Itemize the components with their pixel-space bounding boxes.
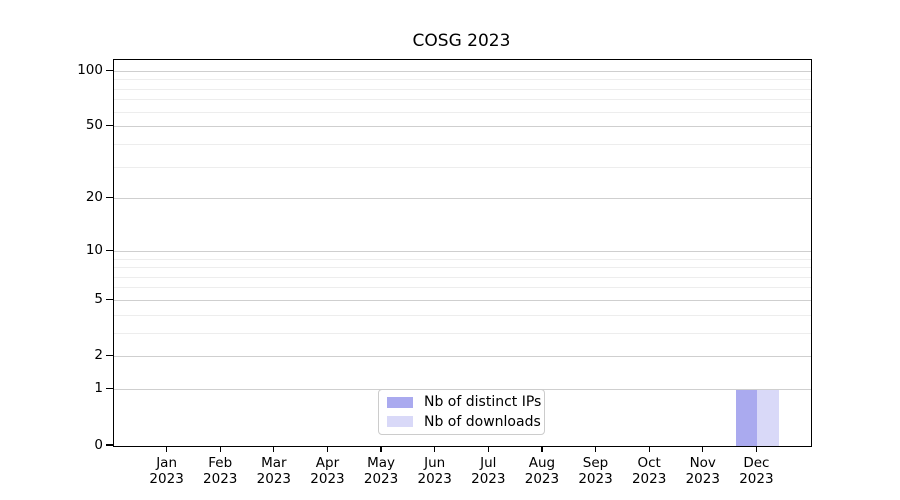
y-tick-5: [106, 298, 113, 301]
x-tick-label-apr: Apr 2023: [295, 455, 359, 487]
gridline-minor-y4: [114, 314, 811, 316]
legend: Nb of distinct IPs Nb of downloads: [378, 389, 545, 435]
x-tick-label-aug: Aug 2023: [510, 455, 574, 487]
x-tick-dec: [755, 446, 758, 453]
x-tick-month-oct: Oct: [637, 455, 661, 471]
x-tick-month-may: May: [367, 455, 396, 471]
x-tick-year-feb: 2023: [203, 470, 238, 487]
legend-item-downloads: Nb of downloads: [387, 413, 544, 431]
gridline-minor-y7: [114, 276, 811, 278]
x-tick-may: [380, 446, 382, 453]
x-tick-label-jan: Jan 2023: [135, 455, 199, 487]
gridline-major-y10: [114, 250, 811, 252]
gridline-minor-y70: [114, 99, 811, 101]
legend-item-distinct-ips: Nb of distinct IPs: [387, 393, 544, 411]
x-tick-year-jul: 2023: [471, 470, 506, 487]
x-tick-month-jan: Jan: [156, 455, 178, 471]
x-tick-oct: [648, 446, 650, 453]
x-tick-aug: [541, 446, 543, 453]
x-tick-jun: [434, 446, 436, 453]
gridline-minor-y6: [114, 287, 811, 289]
gridline-minor-y8: [114, 267, 811, 269]
x-tick-label-mar: Mar 2023: [242, 455, 306, 487]
gridline-minor-y40: [114, 143, 811, 145]
x-tick-label-may: May 2023: [349, 455, 413, 487]
x-tick-mar: [273, 446, 275, 453]
y-tick-100: [106, 69, 113, 71]
x-tick-label-feb: Feb 2023: [188, 455, 252, 487]
bar-distinct-ips-dec: [735, 389, 758, 446]
x-tick-label-jul: Jul 2023: [456, 455, 520, 487]
x-tick-month-feb: Feb: [208, 455, 233, 471]
gridline-major-y50: [114, 126, 811, 128]
gridline-minor-y60: [114, 111, 811, 113]
x-tick-apr: [326, 446, 329, 453]
bar-downloads-dec: [757, 389, 779, 446]
x-tick-label-nov: Nov 2023: [671, 455, 735, 487]
x-tick-jan: [165, 446, 168, 453]
y-tick-label-2: 2: [94, 347, 103, 364]
x-tick-label-oct: Oct 2023: [617, 455, 681, 487]
x-tick-label-jun: Jun 2023: [403, 455, 467, 487]
y-tick-label-20: 20: [85, 189, 103, 206]
y-tick-label-1: 1: [94, 380, 103, 397]
y-tick-label-100: 100: [77, 61, 103, 78]
x-tick-year-oct: 2023: [631, 470, 667, 487]
x-tick-year-jan: 2023: [149, 470, 184, 487]
gridline-major-y2: [114, 356, 811, 358]
y-tick-50: [106, 125, 113, 127]
gridline-minor-y3: [114, 332, 811, 334]
chart-title: COSG 2023: [412, 31, 511, 51]
y-tick-2: [106, 355, 113, 357]
gridline-minor-y80: [114, 88, 811, 90]
gridline-minor-y30: [114, 166, 811, 168]
x-tick-month-mar: Mar: [261, 455, 287, 471]
y-tick-20: [106, 197, 113, 199]
x-tick-year-mar: 2023: [256, 470, 292, 487]
x-tick-year-nov: 2023: [685, 470, 720, 487]
x-tick-month-sep: Sep: [582, 455, 609, 471]
x-tick-jul: [487, 446, 489, 453]
distinct-ips-swatch: [387, 396, 413, 408]
gridline-minor-y90: [114, 79, 811, 81]
x-tick-year-dec: 2023: [739, 470, 774, 487]
legend-label-downloads: Nb of downloads: [424, 413, 541, 430]
y-tick-10: [106, 249, 113, 251]
x-tick-year-sep: 2023: [578, 470, 613, 487]
x-tick-year-aug: 2023: [524, 470, 560, 487]
x-tick-label-sep: Sep 2023: [564, 455, 628, 487]
y-tick-label-50: 50: [85, 117, 103, 134]
x-tick-feb: [219, 446, 221, 453]
plot-area: [113, 59, 812, 447]
downloads-swatch: [387, 416, 413, 428]
x-tick-sep: [594, 446, 597, 453]
x-tick-year-jun: 2023: [417, 470, 452, 487]
y-tick-0: [106, 444, 113, 446]
legend-label-distinct-ips: Nb of distinct IPs: [424, 394, 542, 411]
gridline-major-y20: [114, 198, 811, 200]
x-tick-year-apr: 2023: [310, 470, 345, 487]
x-tick-nov: [702, 446, 704, 453]
gridline-minor-y9: [114, 258, 811, 260]
y-tick-1: [106, 388, 113, 390]
y-tick-label-10: 10: [85, 241, 103, 258]
x-tick-month-jul: Jul: [480, 455, 497, 471]
gridline-major-y100: [114, 70, 811, 72]
x-tick-month-apr: Apr: [315, 455, 340, 471]
x-tick-label-dec: Dec 2023: [724, 455, 788, 487]
y-tick-label-5: 5: [94, 291, 103, 307]
x-tick-month-dec: Dec: [743, 455, 770, 471]
x-tick-month-aug: Aug: [528, 455, 556, 471]
x-tick-year-may: 2023: [363, 470, 399, 487]
x-tick-month-nov: Nov: [689, 455, 716, 471]
y-tick-label-0: 0: [94, 436, 103, 453]
x-tick-month-jun: Jun: [424, 455, 446, 471]
gridline-major-y5: [114, 300, 811, 301]
